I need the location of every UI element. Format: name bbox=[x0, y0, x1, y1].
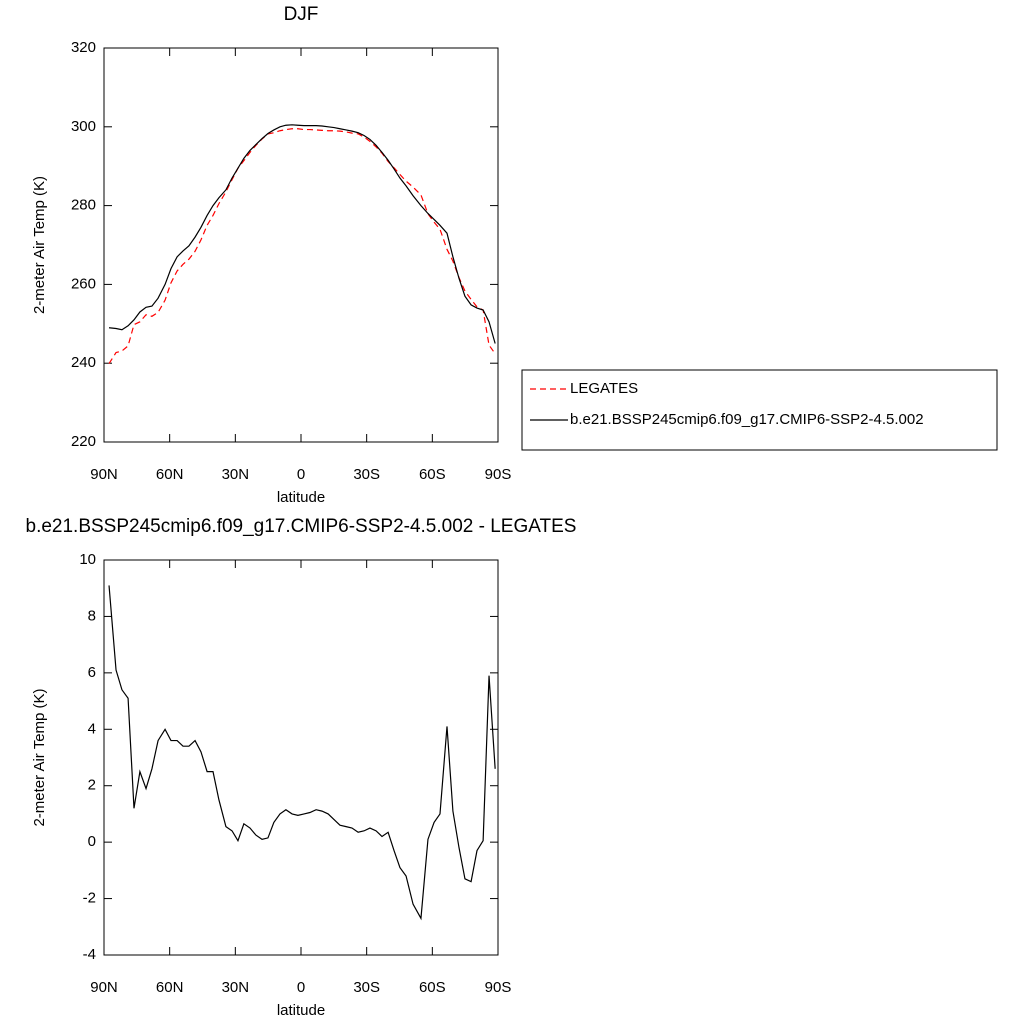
x-tick-label: 30N bbox=[222, 979, 250, 996]
x-tick-label: 90N bbox=[90, 466, 118, 483]
y-tick-label: 220 bbox=[71, 433, 96, 450]
x-tick-label: 60N bbox=[156, 466, 184, 483]
x-tick-label: 60S bbox=[419, 979, 446, 996]
plot-frame bbox=[103, 559, 499, 956]
chart-title: DJF bbox=[284, 4, 319, 25]
y-tick-label: 8 bbox=[88, 607, 96, 624]
x-tick-label: 30S bbox=[353, 466, 380, 483]
y-axis-label: 2-meter Air Temp (K) bbox=[31, 176, 48, 314]
y-axis-label: 2-meter Air Temp (K) bbox=[31, 688, 48, 826]
x-tick-label: 90N bbox=[90, 979, 118, 996]
y-tick-label: 300 bbox=[71, 118, 96, 135]
y-tick-label: 320 bbox=[71, 39, 96, 56]
plot-frame bbox=[103, 47, 499, 443]
y-tick-label: 280 bbox=[71, 197, 96, 214]
y-tick-label: 2 bbox=[88, 777, 96, 794]
chart-title: b.e21.BSSP245cmip6.f09_g17.CMIP6-SSP2-4.… bbox=[26, 516, 577, 537]
x-axis-label: latitude bbox=[277, 1002, 325, 1019]
y-tick-label: 4 bbox=[88, 720, 96, 737]
legend-label: b.e21.BSSP245cmip6.f09_g17.CMIP6-SSP2-4.… bbox=[570, 411, 924, 428]
x-tick-label: 30N bbox=[222, 466, 250, 483]
x-tick-label: 30S bbox=[353, 979, 380, 996]
y-tick-label: 10 bbox=[79, 551, 96, 568]
legend-box bbox=[521, 369, 998, 451]
data-line bbox=[108, 128, 496, 364]
x-tick-label: 60S bbox=[419, 466, 446, 483]
legend-label: LEGATES bbox=[570, 380, 638, 397]
x-tick-label: 0 bbox=[297, 466, 305, 483]
y-tick-label: 6 bbox=[88, 664, 96, 681]
x-tick-label: 60N bbox=[156, 979, 184, 996]
x-tick-label: 0 bbox=[297, 979, 305, 996]
y-tick-label: 240 bbox=[71, 354, 96, 371]
x-tick-label: 90S bbox=[485, 979, 512, 996]
data-line bbox=[108, 124, 496, 344]
y-tick-label: 0 bbox=[88, 833, 96, 850]
data-line bbox=[108, 585, 496, 921]
x-axis-label: latitude bbox=[277, 489, 325, 506]
y-tick-label: -2 bbox=[83, 890, 96, 907]
y-tick-label: 260 bbox=[71, 275, 96, 292]
y-tick-label: -4 bbox=[83, 946, 96, 963]
x-tick-label: 90S bbox=[485, 466, 512, 483]
